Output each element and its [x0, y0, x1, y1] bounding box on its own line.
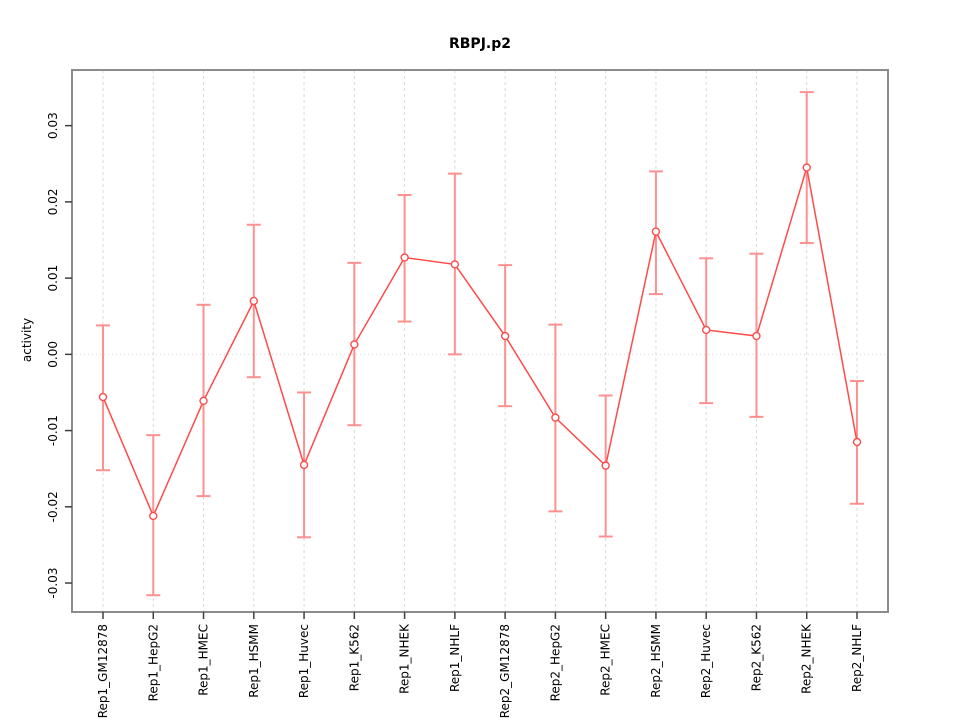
x-tick-label: Rep1_HMEC: [197, 624, 211, 696]
data-point: [299, 460, 309, 470]
y-tick-label: -0.02: [46, 491, 60, 522]
chart-title: RBPJ.p2: [448, 36, 511, 52]
x-tick-label: Rep1_Huvec: [297, 624, 311, 698]
data-point: [350, 340, 359, 349]
x-tick-label: Rep1_HSMM: [247, 624, 261, 698]
data-point: [601, 461, 610, 470]
data-point: [400, 253, 409, 262]
x-tick-label: Rep2_K562: [749, 624, 763, 691]
x-tick-label: Rep1_NHEK: [398, 623, 412, 694]
data-point: [802, 163, 811, 172]
y-tick-label: 0.00: [46, 341, 60, 368]
y-tick-label: -0.01: [46, 415, 60, 446]
x-tick-label: Rep2_HMEC: [599, 624, 613, 696]
x-tick-label: Rep2_HSMM: [649, 624, 663, 698]
data-point: [450, 260, 460, 269]
x-tick-label: Rep1_HepG2: [146, 624, 160, 701]
data-point: [249, 296, 259, 306]
x-tick-label: Rep1_GM12878: [96, 624, 110, 718]
data-point: [98, 392, 108, 402]
data-point: [149, 511, 158, 521]
x-tick-label: Rep2_GM12878: [498, 624, 512, 718]
data-point: [651, 227, 661, 236]
data-point: [702, 325, 711, 335]
y-tick-label: 0.03: [46, 112, 60, 139]
x-tick-label: Rep1_K562: [347, 624, 361, 691]
data-point: [551, 413, 560, 422]
x-tick-label: Rep1_NHLF: [448, 624, 462, 692]
data-point: [199, 396, 208, 406]
x-tick-label: Rep2_Huvec: [699, 624, 713, 698]
y-tick-label: 0.01: [46, 265, 60, 292]
x-tick-label: Rep2_HepG2: [548, 624, 562, 701]
data-line: [102, 167, 858, 518]
y-tick-label: 0.02: [46, 189, 60, 216]
x-tick-label: Rep2_NHEK: [800, 623, 814, 694]
y-tick-label: -0.03: [46, 568, 60, 599]
data-point: [500, 331, 510, 341]
data-point: [752, 331, 761, 341]
plot-box: [71, 69, 889, 613]
data-point: [852, 437, 862, 447]
x-tick-label: Rep2_NHLF: [850, 624, 864, 692]
